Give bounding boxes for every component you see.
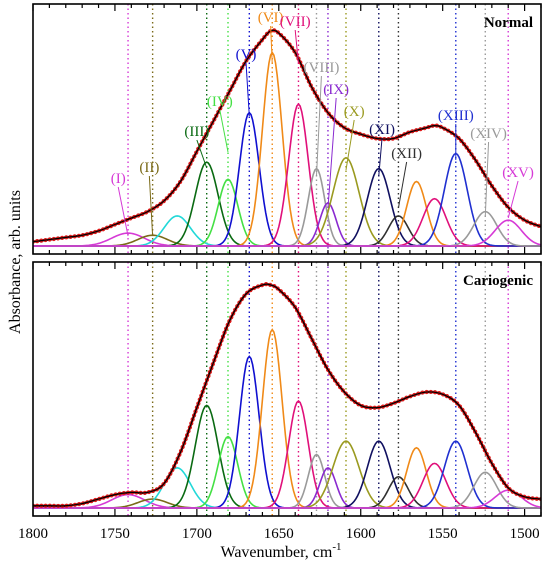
band-label-11: (XI) xyxy=(369,122,395,138)
band-labels: (I) (II) (III) (IV) (V) (VI)(VII) (VIII) (IX) (X… xyxy=(111,10,534,237)
band-label-leader-15 xyxy=(507,180,519,219)
band-label-leader-5 xyxy=(245,62,250,117)
band-label-3: (III) xyxy=(184,124,209,140)
band-label-12: (XII) xyxy=(391,146,422,162)
panel-cariogenic: Cariogenic xyxy=(32,261,542,517)
band-label-leader-2 xyxy=(148,175,154,237)
panel-normal: Normal (I) (II) (III) (IV) (V) (VI)(VII) (VIII)… xyxy=(32,3,542,255)
band-label-1: (I) xyxy=(111,171,126,187)
x-tick-label: 1700 xyxy=(182,526,212,542)
x-tick-label: 1750 xyxy=(100,526,130,542)
band-label-8: (VIII) xyxy=(304,60,340,76)
x-axis-label-text: Wavenumber, cm xyxy=(221,544,333,561)
panel-title: Normal xyxy=(484,15,533,31)
band-label-4: (IV) xyxy=(207,94,233,110)
band-label-leader-4 xyxy=(219,109,229,153)
component-curve-13 xyxy=(33,215,541,247)
band-label-leader-3 xyxy=(196,139,208,169)
x-tick-label: 1800 xyxy=(18,526,48,542)
x-tick-label: 1600 xyxy=(346,526,376,542)
component-curve-3 xyxy=(33,215,541,247)
data-points xyxy=(33,282,541,509)
band-label-5: (V) xyxy=(236,47,257,63)
x-axis-label-superscript: -1 xyxy=(332,541,341,553)
band-label-leader-14 xyxy=(484,141,490,217)
x-axis-label: Wavenumber, cm-1 xyxy=(221,541,342,561)
component-curve-18 xyxy=(33,489,541,509)
band-label-leader-6 xyxy=(270,25,273,65)
panel-title: Cariogenic xyxy=(463,273,533,289)
envelope-curve xyxy=(33,282,541,508)
panel-frame xyxy=(32,3,542,255)
band-label-leader-12 xyxy=(397,161,408,209)
band-label-leader-10 xyxy=(345,119,355,171)
component-curve-7 xyxy=(33,328,541,509)
component-curve-18 xyxy=(33,219,541,247)
component-curve-7 xyxy=(33,50,541,247)
band-label-leader-11 xyxy=(378,137,383,177)
band-label-14: (XIV) xyxy=(470,126,507,142)
panel-frame xyxy=(32,261,542,517)
band-label-13: (XIII) xyxy=(438,108,474,124)
band-label-7: (VII) xyxy=(280,14,311,30)
data-points xyxy=(33,28,541,244)
band-label-10: (X) xyxy=(344,104,365,120)
band-label-leader-9 xyxy=(327,97,337,209)
component-curve-14 xyxy=(33,180,541,247)
band-label-2: (II) xyxy=(139,160,159,176)
component-curve-17 xyxy=(33,471,541,509)
band-label-15: (XV) xyxy=(502,165,534,181)
band-label-6: (VI) xyxy=(258,10,284,26)
band-label-leader-1 xyxy=(117,186,129,237)
band-label-leader-8 xyxy=(315,75,322,177)
x-tick-label: 1500 xyxy=(510,526,540,542)
y-axis-label: Absorbance, arb. units xyxy=(7,190,24,334)
component-curve-6 xyxy=(33,355,541,509)
band-label-9: (IX) xyxy=(323,82,349,98)
envelope-curve xyxy=(33,29,541,243)
component-curve-8 xyxy=(33,399,541,509)
x-tick-label: 1650 xyxy=(264,526,294,542)
component-curve-13 xyxy=(33,475,541,509)
component-curve-17 xyxy=(33,210,541,247)
band-label-leader-7 xyxy=(294,29,299,65)
x-tick-label: 1550 xyxy=(428,526,458,542)
